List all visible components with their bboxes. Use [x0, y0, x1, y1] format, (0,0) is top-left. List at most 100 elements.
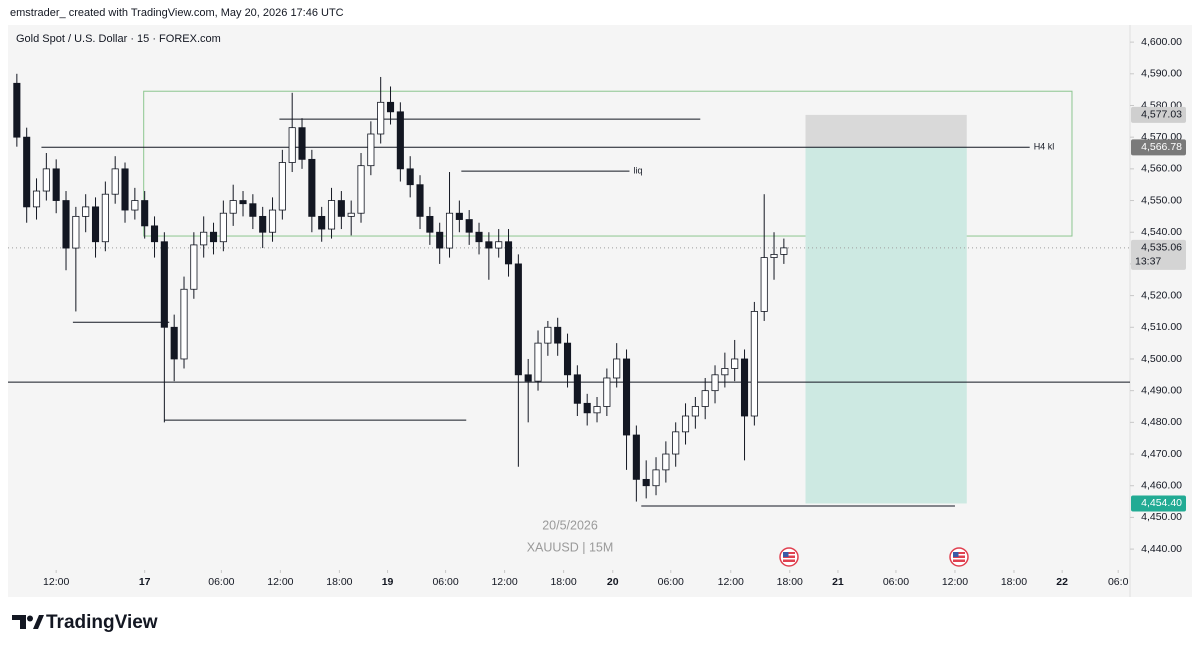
y-tick-label: 4,540.00	[1141, 226, 1182, 238]
candle-body	[62, 200, 70, 249]
y-tick-label: 4,520.00	[1141, 289, 1182, 301]
candle-body	[485, 241, 493, 249]
last-price-bg	[1131, 239, 1186, 270]
x-tick-label: 12:00	[267, 576, 293, 588]
attribution: emstrader_ created with TradingView.com,…	[10, 7, 344, 19]
x-tick-label: 06:00	[432, 576, 458, 588]
axes: 4,440.00 4,450.00 4,460.00 4,470.00 4,480.00…	[1130, 36, 1186, 555]
candle-body	[416, 184, 424, 217]
candle-body	[229, 200, 237, 214]
x-tick-label: 18:00	[550, 576, 576, 588]
candle-body	[495, 241, 503, 249]
candle-body	[770, 254, 778, 258]
event-flag[interactable]	[949, 547, 969, 567]
candle-body	[632, 434, 640, 480]
candle-body	[249, 203, 257, 217]
candle-body	[327, 200, 336, 230]
candle-body	[593, 406, 601, 414]
candle-body	[101, 193, 109, 243]
candle-body	[426, 215, 434, 233]
candle-body	[662, 453, 670, 471]
y-tick-label: 4,510.00	[1141, 321, 1182, 333]
candle-body	[701, 390, 709, 407]
candle-body	[554, 326, 562, 344]
candle-body	[750, 311, 758, 417]
candle-body	[504, 241, 513, 265]
x-tick-label: 21	[832, 576, 844, 588]
x-tick-label: 18:00	[1001, 576, 1027, 588]
candle-body	[672, 431, 680, 455]
stop-zone	[805, 114, 967, 148]
candle-body	[32, 190, 41, 208]
candle-body	[209, 231, 218, 243]
candle-body	[150, 225, 159, 243]
y-tick-label: 4,460.00	[1141, 479, 1182, 491]
candle-body	[200, 231, 208, 246]
candle-body	[91, 206, 100, 243]
candle-body	[563, 342, 572, 376]
stop-price-label-bg	[1131, 106, 1186, 123]
chart-panel	[8, 25, 1192, 597]
candle-body	[111, 168, 119, 195]
candle-body	[613, 358, 621, 379]
candle-body	[298, 127, 306, 160]
candle-body	[308, 158, 316, 217]
candle-body	[642, 478, 650, 487]
candle-body	[82, 206, 90, 217]
brand-logo: TradingView	[12, 612, 158, 633]
y-tick-label: 4,450.00	[1141, 511, 1182, 523]
candle-body	[455, 212, 463, 220]
candle-body	[681, 415, 690, 433]
candle-body	[524, 374, 532, 382]
line-label: liq	[633, 165, 642, 175]
line-label: H4 kl	[1034, 142, 1055, 152]
target-price-label: 4,454.40	[1141, 497, 1182, 509]
candle-body	[347, 212, 355, 217]
candle-body	[740, 358, 749, 417]
candle-body	[760, 257, 768, 312]
candle-body	[52, 168, 60, 201]
symbol-watermark: XAUUSD | 15M	[527, 540, 614, 554]
candle-body	[131, 200, 139, 211]
y-tick-label: 4,600.00	[1141, 36, 1182, 48]
candle-body	[23, 136, 31, 208]
candle-body	[780, 247, 788, 255]
y-tick-label: 4,470.00	[1141, 448, 1182, 460]
candle-body	[337, 200, 345, 217]
candle-body	[406, 168, 414, 186]
candle-body	[121, 168, 129, 211]
y-tick-label: 4,550.00	[1141, 194, 1182, 206]
candle-body	[721, 368, 729, 376]
candle-body	[288, 127, 296, 163]
candle-body	[465, 219, 473, 233]
x-tick-label: 06:00	[208, 576, 234, 588]
candle-body	[141, 200, 149, 227]
candle-body	[170, 326, 178, 360]
candle-body	[731, 358, 739, 369]
x-tick-label: 18:00	[326, 576, 352, 588]
zone-box	[143, 90, 1073, 237]
candle-body	[603, 377, 611, 407]
event-flag[interactable]	[779, 547, 799, 567]
date-watermark: 20/5/2026	[542, 518, 598, 532]
candle-body	[652, 469, 660, 487]
candle-body	[377, 101, 385, 135]
candle-body	[318, 215, 326, 230]
x-tick-label: 12:00	[43, 576, 69, 588]
target-price-label-bg	[1131, 495, 1186, 512]
y-tick-label: 4,500.00	[1141, 353, 1182, 365]
y-tick-label: 4,560.00	[1141, 163, 1182, 175]
x-tick-label: 06:00	[658, 576, 684, 588]
x-tick-label: 06:00	[883, 576, 909, 588]
x-tick-label: 20	[607, 576, 619, 588]
last-price-label: 4,535.06	[1141, 242, 1182, 254]
chart-title: Gold Spot / U.S. Dollar · 15 · FOREX.com	[16, 33, 221, 45]
countdown-label: 13:37	[1135, 256, 1161, 268]
x-tick-label: 18:00	[777, 576, 803, 588]
x-tick-label: 12:00	[491, 576, 517, 588]
entry-price-label: 4,566.78	[1141, 141, 1182, 153]
candle-body	[622, 358, 631, 436]
y-tick-label: 4,590.00	[1141, 68, 1182, 80]
candle-body	[534, 342, 542, 382]
candle-body	[278, 162, 286, 211]
